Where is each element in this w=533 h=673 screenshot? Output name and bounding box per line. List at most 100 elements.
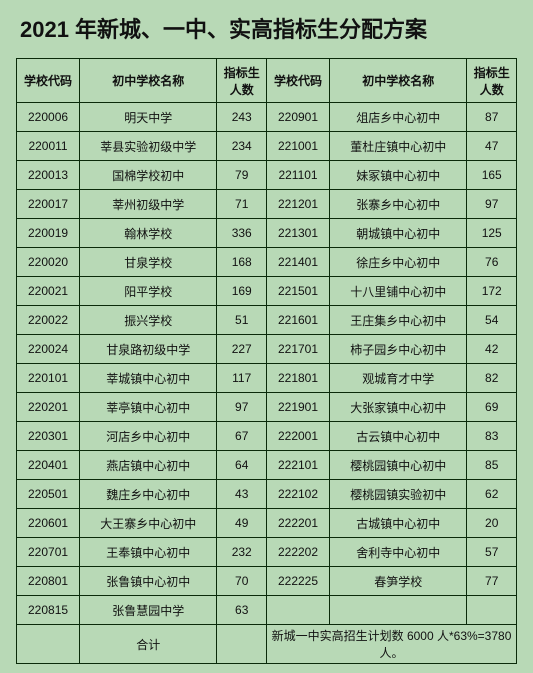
footer-total-label: 合计 (80, 625, 217, 664)
cell-count-left: 79 (217, 161, 267, 190)
cell-name-left: 国棉学校初中 (80, 161, 217, 190)
footer-blank-code (17, 625, 80, 664)
cell-name-left: 阳平学校 (80, 277, 217, 306)
cell-count-left: 117 (217, 364, 267, 393)
cell-count-left: 97 (217, 393, 267, 422)
cell-code-right: 221001 (266, 132, 329, 161)
cell-count-left: 64 (217, 451, 267, 480)
cell-code-left: 220401 (17, 451, 80, 480)
table-row: 220601大王寨乡中心初中49222201古城镇中心初中20 (17, 509, 517, 538)
cell-name-left: 明天中学 (80, 103, 217, 132)
cell-name-left: 甘泉路初级中学 (80, 335, 217, 364)
cell-name-right: 董杜庄镇中心初中 (330, 132, 467, 161)
cell-name-right: 十八里铺中心初中 (330, 277, 467, 306)
cell-code-left: 220020 (17, 248, 80, 277)
table-row: 220201莘亭镇中心初中97221901大张家镇中心初中69 (17, 393, 517, 422)
table-row: 220301河店乡中心初中67222001古云镇中心初中83 (17, 422, 517, 451)
cell-name-right: 观城育才中学 (330, 364, 467, 393)
cell-code-right: 221101 (266, 161, 329, 190)
cell-name-right: 樱桃园镇实验初中 (330, 480, 467, 509)
cell-name-right: 王庄集乡中心初中 (330, 306, 467, 335)
cell-name-left: 莘州初级中学 (80, 190, 217, 219)
cell-count-right: 57 (467, 538, 517, 567)
cell-name-right: 徐庄乡中心初中 (330, 248, 467, 277)
cell-code-right: 221601 (266, 306, 329, 335)
cell-code-left: 220501 (17, 480, 80, 509)
cell-count-right: 54 (467, 306, 517, 335)
cell-name-left: 翰林学校 (80, 219, 217, 248)
cell-count-right: 47 (467, 132, 517, 161)
cell-name-left: 莘亭镇中心初中 (80, 393, 217, 422)
header-count-left: 指标生人数 (217, 59, 267, 103)
table-row: 220020甘泉学校168221401徐庄乡中心初中76 (17, 248, 517, 277)
cell-count-right: 125 (467, 219, 517, 248)
cell-code-right: 221501 (266, 277, 329, 306)
table-row: 220011莘县实验初级中学234221001董杜庄镇中心初中47 (17, 132, 517, 161)
cell-code-left: 220301 (17, 422, 80, 451)
cell-count-right: 69 (467, 393, 517, 422)
cell-count-right: 20 (467, 509, 517, 538)
cell-code-right: 220901 (266, 103, 329, 132)
cell-count-right: 62 (467, 480, 517, 509)
cell-code-left: 220801 (17, 567, 80, 596)
cell-code-left: 220011 (17, 132, 80, 161)
cell-name-right: 柿子园乡中心初中 (330, 335, 467, 364)
cell-name-right: 古云镇中心初中 (330, 422, 467, 451)
cell-name-left: 振兴学校 (80, 306, 217, 335)
cell-code-right: 222201 (266, 509, 329, 538)
cell-count-right: 83 (467, 422, 517, 451)
cell-code-right: 221901 (266, 393, 329, 422)
cell-name-right: 张寨乡中心初中 (330, 190, 467, 219)
cell-name-left: 魏庄乡中心初中 (80, 480, 217, 509)
cell-name-right: 舍利寺中心初中 (330, 538, 467, 567)
table-row: 220101莘城镇中心初中117221801观城育才中学82 (17, 364, 517, 393)
cell-code-left: 220021 (17, 277, 80, 306)
cell-name-right: 大张家镇中心初中 (330, 393, 467, 422)
header-code-right: 学校代码 (266, 59, 329, 103)
cell-code-left: 220013 (17, 161, 80, 190)
footer-blank-count (217, 625, 267, 664)
cell-name-right (330, 596, 467, 625)
cell-count-left: 43 (217, 480, 267, 509)
table-row: 220701王奉镇中心初中232222202舍利寺中心初中57 (17, 538, 517, 567)
cell-name-left: 莘县实验初级中学 (80, 132, 217, 161)
cell-name-right: 古城镇中心初中 (330, 509, 467, 538)
table-row: 220022振兴学校51221601王庄集乡中心初中54 (17, 306, 517, 335)
cell-count-right: 172 (467, 277, 517, 306)
cell-count-left: 243 (217, 103, 267, 132)
cell-count-left: 168 (217, 248, 267, 277)
allocation-table: 学校代码 初中学校名称 指标生人数 学校代码 初中学校名称 指标生人数 2200… (16, 58, 517, 664)
table-row: 220019翰林学校336221301朝城镇中心初中125 (17, 219, 517, 248)
cell-count-right: 77 (467, 567, 517, 596)
table-body: 220006明天中学243220901俎店乡中心初中87220011莘县实验初级… (17, 103, 517, 664)
table-row: 220017莘州初级中学71221201张寨乡中心初中97 (17, 190, 517, 219)
table-row: 220006明天中学243220901俎店乡中心初中87 (17, 103, 517, 132)
table-header-row: 学校代码 初中学校名称 指标生人数 学校代码 初中学校名称 指标生人数 (17, 59, 517, 103)
cell-code-right: 222102 (266, 480, 329, 509)
cell-name-left: 燕店镇中心初中 (80, 451, 217, 480)
cell-name-left: 甘泉学校 (80, 248, 217, 277)
cell-count-right: 97 (467, 190, 517, 219)
cell-code-left: 220601 (17, 509, 80, 538)
table-row: 220801张鲁镇中心初中70222225春笋学校77 (17, 567, 517, 596)
cell-code-right: 221701 (266, 335, 329, 364)
cell-code-right: 222225 (266, 567, 329, 596)
cell-name-right: 妹冢镇中心初中 (330, 161, 467, 190)
cell-count-left: 71 (217, 190, 267, 219)
cell-code-right: 221201 (266, 190, 329, 219)
cell-count-right: 85 (467, 451, 517, 480)
cell-code-right: 222202 (266, 538, 329, 567)
cell-code-left: 220019 (17, 219, 80, 248)
cell-name-right: 春笋学校 (330, 567, 467, 596)
cell-count-left: 70 (217, 567, 267, 596)
table-footer-row: 合计新城一中实高招生计划数 6000 人*63%=3780 人。 (17, 625, 517, 664)
cell-name-left: 莘城镇中心初中 (80, 364, 217, 393)
cell-name-left: 王奉镇中心初中 (80, 538, 217, 567)
cell-name-right: 樱桃园镇中心初中 (330, 451, 467, 480)
cell-count-right: 42 (467, 335, 517, 364)
cell-name-left: 张鲁慧园中学 (80, 596, 217, 625)
cell-count-right: 76 (467, 248, 517, 277)
cell-count-left: 63 (217, 596, 267, 625)
cell-name-left: 大王寨乡中心初中 (80, 509, 217, 538)
page-title: 2021 年新城、一中、实高指标生分配方案 (16, 12, 517, 44)
